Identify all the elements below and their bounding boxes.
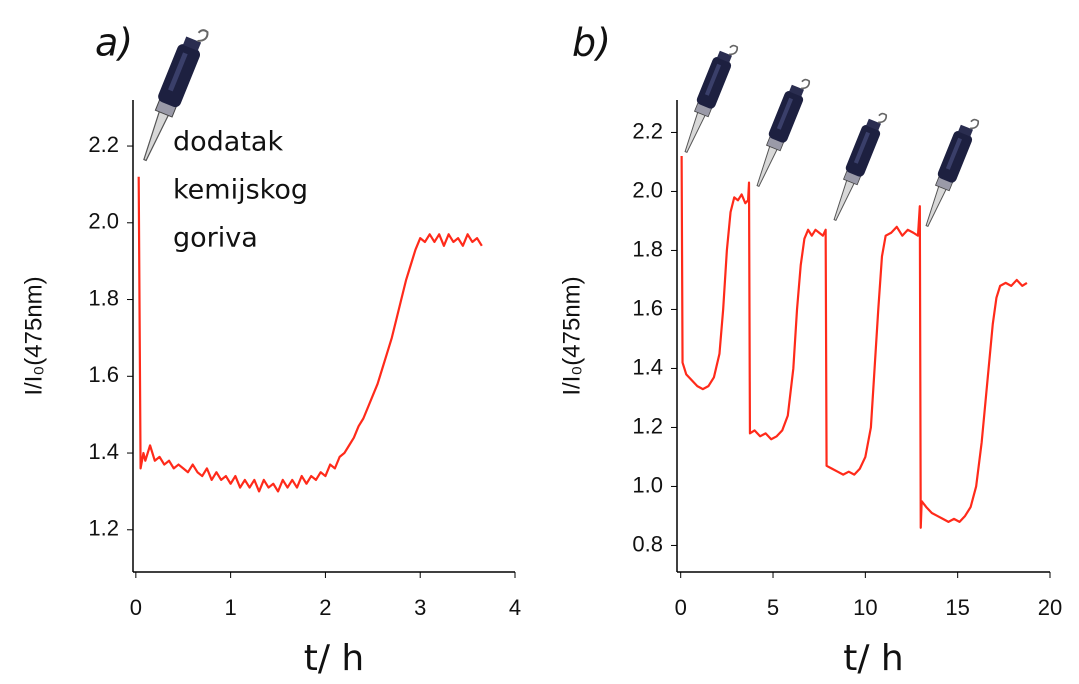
y-tick-label: 1.8 — [632, 236, 663, 261]
pipette — [917, 113, 981, 231]
annotation: goriva — [173, 223, 258, 254]
y-axis-label: I/I₀(475nm) — [558, 276, 585, 395]
x-tick-label: 5 — [767, 595, 779, 620]
x-tick-label: 2 — [319, 595, 331, 620]
x-tick-label: 3 — [414, 595, 426, 620]
x-tick-label: 0 — [675, 595, 687, 620]
x-tick-label: 0 — [130, 595, 142, 620]
y-tick-label: 1.2 — [88, 516, 119, 541]
panel-label: b) — [572, 21, 611, 65]
pipette — [676, 39, 740, 157]
data-line — [680, 156, 1028, 529]
x-axis-label: t/ h — [843, 638, 904, 679]
y-tick-label: 1.4 — [632, 354, 663, 379]
annotation: kemijskog — [173, 175, 308, 206]
panel-label: a) — [95, 21, 133, 65]
y-tick-label: 2.2 — [632, 118, 663, 143]
x-tick-label: 10 — [853, 595, 877, 620]
y-tick-label: 1.6 — [88, 362, 119, 387]
y-tick-label: 2.0 — [88, 209, 119, 234]
y-tick-label: 1.0 — [632, 472, 663, 497]
data-line — [137, 176, 483, 493]
y-tick-label: 2.0 — [632, 177, 663, 202]
pipette — [825, 107, 889, 225]
y-axis-label: I/I₀(475nm) — [20, 276, 47, 395]
y-tick-label: 0.8 — [632, 531, 663, 556]
x-tick-label: 20 — [1038, 595, 1062, 620]
x-tick-label: 4 — [509, 595, 521, 620]
pipette — [748, 73, 812, 191]
x-tick-label: 15 — [945, 595, 969, 620]
y-tick-label: 2.2 — [88, 132, 119, 157]
x-axis-label: t/ h — [304, 638, 365, 679]
y-tick-label: 1.2 — [632, 413, 663, 438]
y-tick-label: 1.8 — [88, 285, 119, 310]
y-tick-label: 1.4 — [88, 439, 119, 464]
annotation: dodatak — [173, 127, 283, 158]
y-tick-label: 1.6 — [632, 295, 663, 320]
x-tick-label: 1 — [225, 595, 237, 620]
